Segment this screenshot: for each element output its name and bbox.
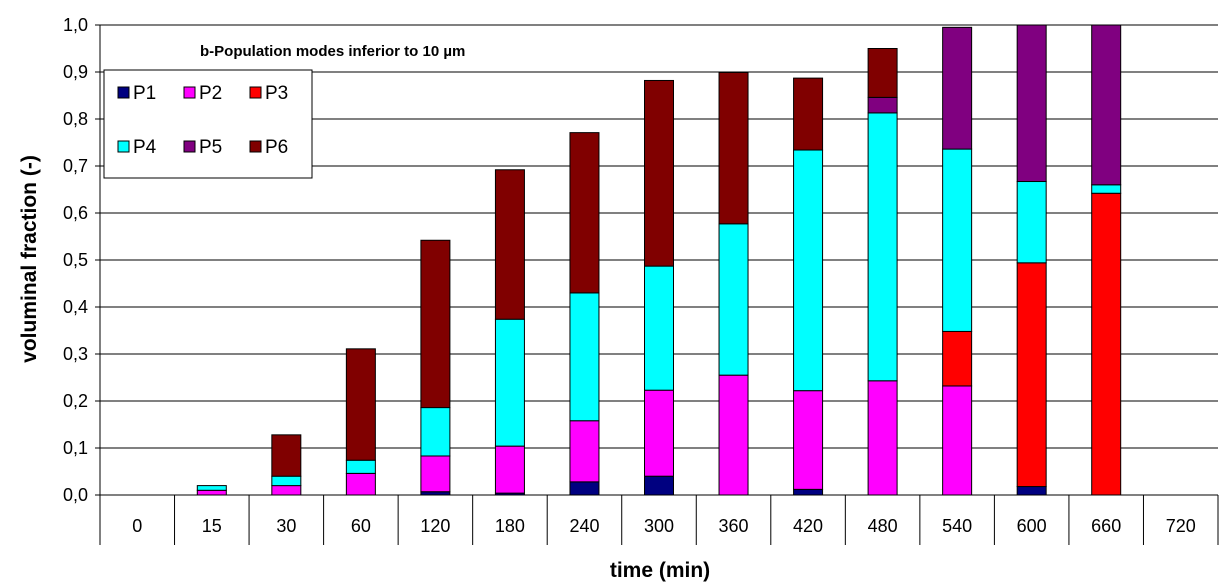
bar-segment-p6-480 [867,48,898,98]
y-tick-labels: 0,0 0,1 0,2 0,3 0,4 0,5 0,6 0,7 0,8 0,9 1,0 [63,15,88,505]
legend-swatch-p3 [249,86,262,99]
bar-segment-p1-240 [569,481,600,496]
bar-segment-p4-660 [1091,184,1122,194]
x-tick-label: 0 [132,516,142,536]
x-tick-label: 360 [719,516,749,536]
bar-segment-p2-240 [569,420,600,483]
y-tick-label: 0,1 [63,438,88,458]
x-tick-label: 660 [1091,516,1121,536]
legend-label-p3: P3 [265,83,288,104]
bar-segment-p4-600 [1016,181,1047,264]
bar-segment-p6-300 [644,79,674,267]
legend-label-p2: P2 [199,83,222,104]
bar-segment-p4-540 [942,148,973,332]
y-tick-label: 0,9 [63,62,88,82]
bar-segment-p2-300 [644,389,674,477]
axes [95,24,1219,545]
bar-segment-p5-600 [1016,24,1047,183]
x-tick-label: 15 [202,516,222,536]
legend-swatch-p1 [117,86,130,99]
bar-segment-p2-120 [420,455,451,493]
bar-segment-p4-300 [644,265,674,391]
bar-segment-p4-60 [345,459,376,474]
legend-swatch-p5 [183,140,196,153]
y-tick-label: 0,4 [63,297,88,317]
bar-segment-p2-540 [942,385,973,496]
legend: P1 P2 P3 P4 P5 P6 [103,69,313,179]
bar-segment-p5-660 [1091,24,1122,186]
x-axis-title: time (min) [610,559,710,582]
x-tick-label: 720 [1166,516,1196,536]
bar-segment-p6-180 [494,169,525,320]
x-tick-label: 60 [351,516,371,536]
bar-segment-p2-420 [793,390,824,490]
bar-segment-p4-15 [196,485,227,491]
y-tick-label: 0,7 [63,156,88,176]
y-tick-label: 0,8 [63,109,88,129]
bar-segment-p6-360 [718,71,749,225]
bar-segment-p4-180 [494,318,525,447]
legend-label-p5: P5 [199,137,222,158]
y-axis-title: voluminal fraction (-) [18,155,41,363]
bar-segment-p4-240 [569,292,600,422]
bar-segment-p2-15 [196,489,227,496]
bar-segment-p2-180 [494,445,525,494]
bar-segment-p6-30 [271,434,302,477]
bar-segment-p3-660 [1091,192,1122,496]
y-tick-label: 0,0 [63,485,88,505]
bar-segment-p4-420 [793,149,824,392]
legend-swatch-p4 [117,140,130,153]
bar-segment-p4-30 [271,475,302,487]
bar-segment-p6-60 [345,348,376,461]
bar-segment-p1-600 [1016,486,1047,496]
bar-segment-p2-480 [867,380,898,496]
x-tick-label: 600 [1017,516,1047,536]
y-tick-label: 0,3 [63,344,88,364]
bar-segment-p4-480 [867,112,898,382]
legend-label-p4: P4 [133,137,157,158]
legend-swatch-p6 [249,140,262,153]
bar-segment-p2-30 [271,485,302,496]
legend-box [103,69,313,179]
bar-segment-p3-600 [1016,262,1047,488]
legend-label-p1: P1 [133,83,156,104]
x-tick-label: 180 [495,516,525,536]
bar-segment-p2-60 [345,472,376,496]
x-tick-label: 240 [569,516,599,536]
bar-segment-p4-360 [718,223,749,376]
y-tick-label: 0,6 [63,203,88,223]
bar-segment-p6-240 [569,132,600,294]
x-tick-label: 540 [942,516,972,536]
y-tick-label: 1,0 [63,15,88,35]
x-tick-labels: 0 15 30 60 120 180 240 300 360 420 480 540 600 660 720 [132,516,1195,536]
y-tick-label: 0,5 [63,250,88,270]
bar-segment-p4-120 [420,407,451,457]
bar-segment-p5-480 [867,96,898,114]
bar-stacks [196,24,1122,496]
x-tick-label: 420 [793,516,823,536]
bar-segment-p5-540 [942,26,973,150]
bar-segment-p3-540 [942,330,973,387]
x-tick-label: 480 [868,516,898,536]
bar-segment-p6-420 [793,77,824,151]
chart-annotation: b-Population modes inferior to 10 µm [200,43,465,60]
bar-segment-p1-420 [793,488,824,496]
legend-swatch-p2 [183,86,196,99]
y-tick-label: 0,2 [63,391,88,411]
x-tick-label: 120 [420,516,450,536]
bar-segment-p2-360 [718,374,749,496]
legend-label-p6: P6 [265,137,288,158]
bar-segment-p6-120 [420,239,451,409]
x-tick-label: 30 [276,516,296,536]
x-tick-label: 300 [644,516,674,536]
bar-segment-p1-300 [644,475,674,496]
